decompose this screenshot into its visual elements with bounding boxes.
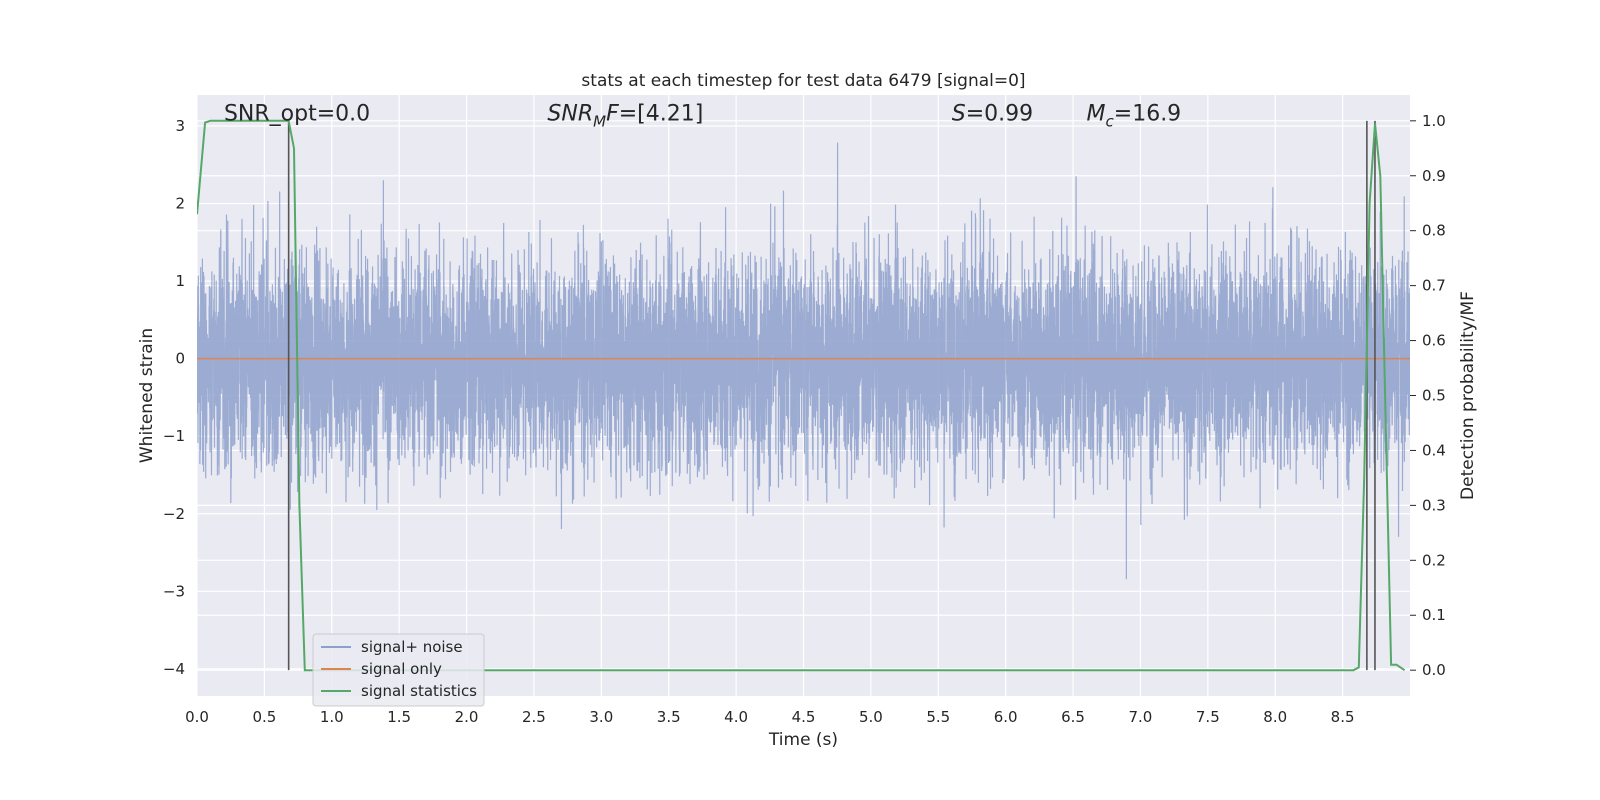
y-tick-label: −4 xyxy=(163,660,185,678)
annotation: Mc=16.9 xyxy=(1087,102,1182,131)
chart-title: stats at each timestep for test data 647… xyxy=(581,71,1025,91)
x-tick-label: 2.0 xyxy=(455,708,479,726)
legend-label: signal statistics xyxy=(361,682,477,700)
y2-tick-label: 1.0 xyxy=(1422,112,1446,130)
y-tick-label: 3 xyxy=(175,117,185,135)
signal-statistics-series xyxy=(197,119,1406,672)
x-tick-label: 8.0 xyxy=(1263,708,1287,726)
y2-tick-label: 0.0 xyxy=(1422,661,1446,679)
x-tick-label: 1.5 xyxy=(387,708,411,726)
x-tick-label: 6.5 xyxy=(1061,708,1085,726)
y2-tick-label: 0.6 xyxy=(1422,332,1446,350)
y-tick-label: −1 xyxy=(163,427,185,445)
y-tick-label: 1 xyxy=(175,272,185,290)
y-tick-label: 0 xyxy=(175,350,185,368)
x-tick-label: 3.5 xyxy=(657,708,681,726)
x-tick-label: 5.0 xyxy=(859,708,883,726)
x-tick-label: 8.5 xyxy=(1331,708,1355,726)
y2-tick-label: 0.1 xyxy=(1422,606,1446,624)
x-tick-label: 4.5 xyxy=(792,708,816,726)
vertical-markers xyxy=(287,120,1376,671)
y-axis-label: Whitened strain xyxy=(137,328,157,463)
signal-noise-series xyxy=(197,142,1410,580)
x-tick-label: 5.5 xyxy=(926,708,950,726)
legend: signal+ noise signal only signal statistic… xyxy=(312,633,485,707)
x-axis-label: Time (s) xyxy=(768,730,838,750)
x-tick-label: 7.0 xyxy=(1129,708,1153,726)
y2-tick-label: 0.8 xyxy=(1422,222,1446,240)
x-tick-label: 2.5 xyxy=(522,708,546,726)
legend-label: signal only xyxy=(361,660,442,678)
annotation: SNR_opt=0.0 xyxy=(224,102,370,127)
y2-axis-label: Detection probability/MF xyxy=(1458,291,1478,500)
y2-tick-label: 0.5 xyxy=(1422,387,1446,405)
x-tick-label: 0.0 xyxy=(185,708,209,726)
legend-box xyxy=(312,633,485,707)
x-tick-label: 4.0 xyxy=(724,708,748,726)
annotation: SNRMF=[4.21] xyxy=(547,102,703,131)
x-tick-label: 0.5 xyxy=(252,708,276,726)
y2-tick-label: 0.9 xyxy=(1422,167,1446,185)
annotations: SNR_opt=0.0 SNRMF=[4.21] S=0.99 Mc=16.9 xyxy=(224,102,1181,131)
y-tick-label: 2 xyxy=(175,195,185,213)
x-tick-label: 6.0 xyxy=(994,708,1018,726)
axes: 0.0 0.5 1.0 1.5 2.0 2.5 3.0 3.5 4.0 4.5 5.0 5.5 6.0 6… xyxy=(163,112,1446,726)
annotation: S=0.99 xyxy=(952,102,1033,127)
y2-tick-label: 0.7 xyxy=(1422,277,1446,295)
y-tick-label: −2 xyxy=(163,505,185,523)
y2-tick-label: 0.3 xyxy=(1422,496,1446,514)
legend-label: signal+ noise xyxy=(361,638,463,656)
x-tick-label: 1.0 xyxy=(320,708,344,726)
y-tick-label: −3 xyxy=(163,582,185,600)
y2-tick-label: 0.4 xyxy=(1422,441,1446,459)
x-tick-label: 3.0 xyxy=(589,708,613,726)
x-tick-label: 7.5 xyxy=(1196,708,1220,726)
y2-tick-label: 0.2 xyxy=(1422,551,1446,569)
